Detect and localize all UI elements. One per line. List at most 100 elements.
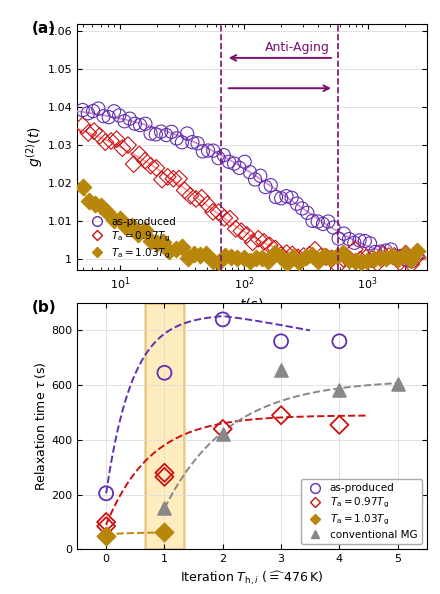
Point	[351, 245, 358, 254]
Point	[173, 134, 180, 143]
X-axis label: Iteration $T_{\mathrm{h},i}$ ($\widehat{=}\,476\,\mathrm{K}$): Iteration $T_{\mathrm{h},i}$ ($\widehat{…	[180, 570, 324, 587]
Point	[110, 106, 117, 116]
Point	[336, 420, 343, 429]
Point	[170, 174, 177, 184]
Point	[308, 251, 315, 260]
Point	[387, 245, 394, 254]
Point	[361, 236, 368, 246]
Point	[215, 257, 222, 267]
Legend: as-produced, $T_{\mathrm{a}} = 0.97T_{\mathrm{g}}$, $T_{\mathrm{a}} = 1.03T_{\ma: as-produced, $T_{\mathrm{a}} = 0.97T_{\m…	[301, 479, 422, 544]
Point	[163, 130, 170, 140]
Point	[98, 201, 105, 211]
Point	[161, 472, 168, 482]
Point	[181, 185, 188, 195]
Point	[340, 229, 347, 238]
Point	[231, 159, 238, 168]
Point	[164, 172, 171, 182]
Point	[396, 258, 403, 267]
Point	[147, 129, 154, 138]
Point	[176, 174, 183, 184]
Point	[372, 247, 379, 257]
Point	[351, 238, 358, 248]
Point	[356, 236, 363, 245]
Point	[142, 119, 149, 128]
Point	[414, 249, 421, 259]
Point	[96, 131, 103, 141]
Point	[333, 252, 340, 261]
Point	[364, 257, 371, 266]
Point	[391, 251, 398, 261]
Point	[330, 223, 337, 232]
Point	[304, 208, 311, 217]
Point	[266, 241, 273, 250]
Point	[147, 236, 154, 245]
Point	[166, 246, 173, 255]
Point	[219, 315, 226, 324]
Point	[335, 234, 342, 244]
Bar	[145, 303, 184, 549]
Point	[246, 256, 253, 266]
Point	[198, 193, 205, 203]
Point	[161, 468, 168, 478]
Point	[204, 200, 211, 209]
Point	[184, 253, 191, 263]
Point	[392, 251, 400, 261]
Point	[197, 250, 204, 260]
Point	[189, 137, 196, 147]
Point	[168, 127, 175, 137]
Point	[389, 252, 396, 261]
Point	[345, 254, 352, 263]
Point	[172, 244, 179, 253]
Point	[352, 257, 359, 266]
Point	[194, 138, 201, 148]
Point	[232, 224, 239, 233]
Point	[408, 257, 415, 266]
Point	[309, 216, 316, 226]
Point	[79, 105, 86, 115]
Point	[339, 248, 346, 258]
Point	[238, 226, 245, 236]
Point	[296, 257, 303, 267]
Point	[178, 138, 185, 147]
Point	[327, 253, 334, 263]
Point	[334, 261, 341, 270]
Point	[243, 230, 250, 240]
Point	[340, 254, 347, 264]
Point	[222, 252, 229, 261]
Point	[262, 182, 269, 192]
Point	[191, 249, 198, 258]
Point	[395, 254, 402, 264]
Point	[267, 181, 274, 190]
Point	[278, 365, 285, 375]
Point	[277, 252, 284, 262]
Point	[121, 116, 128, 126]
Point	[154, 238, 161, 247]
Point	[205, 146, 212, 155]
Point	[227, 214, 234, 223]
Point	[377, 247, 384, 257]
Point	[116, 110, 123, 120]
Point	[85, 196, 92, 206]
Point	[382, 246, 389, 255]
Point	[215, 153, 222, 163]
Point	[374, 258, 381, 268]
Point	[345, 255, 352, 264]
Point	[312, 245, 319, 255]
Point	[414, 246, 421, 255]
Y-axis label: Relaxation time $\tau\,(\mathrm{s})$: Relaxation time $\tau\,(\mathrm{s})$	[33, 362, 48, 491]
Point	[336, 385, 343, 394]
Point	[394, 380, 401, 389]
Point	[249, 238, 256, 247]
Point	[136, 121, 143, 130]
Point	[79, 121, 86, 130]
Point	[219, 424, 226, 434]
Point	[260, 237, 268, 247]
Point	[203, 249, 210, 259]
Point	[110, 215, 117, 225]
Point	[408, 260, 415, 269]
Point	[85, 128, 92, 138]
Point	[398, 251, 405, 261]
Point	[283, 191, 290, 201]
Point	[414, 252, 421, 261]
Point	[209, 207, 216, 217]
